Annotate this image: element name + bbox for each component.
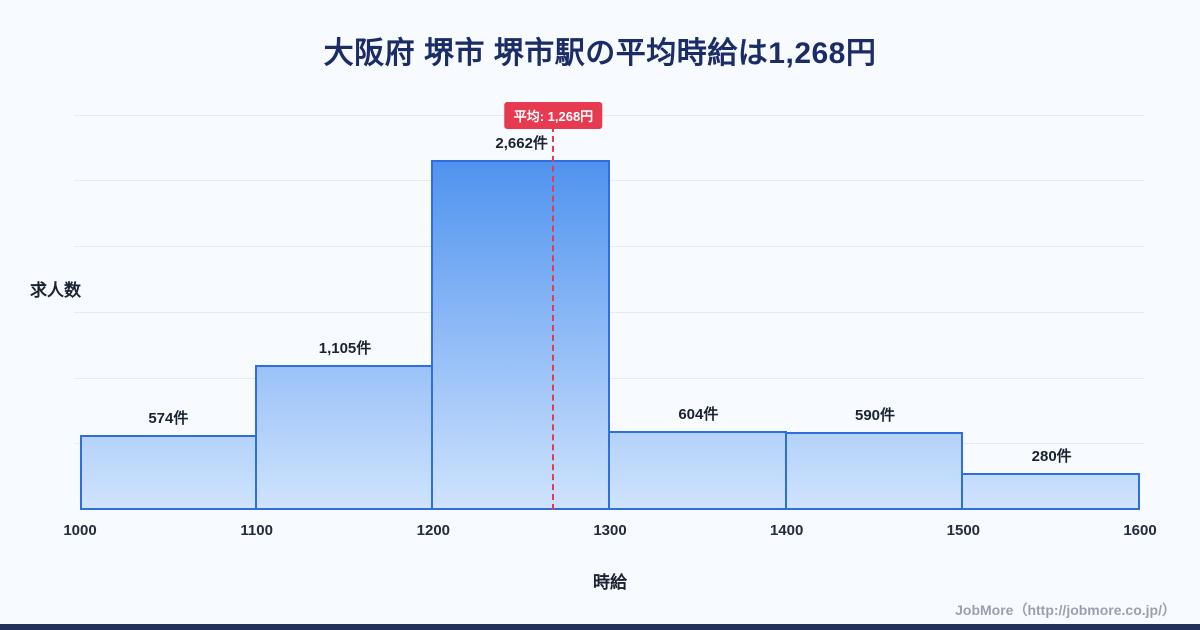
x-tick-label: 1600 <box>1123 522 1157 539</box>
bar-value-label: 574件 <box>148 410 189 427</box>
bar-value-label: 1,105件 <box>318 340 372 357</box>
histogram-bar <box>80 435 257 510</box>
x-axis-label: 時給 <box>593 573 627 592</box>
x-tick-label: 1000 <box>63 522 97 539</box>
bar-value-label: 604件 <box>678 406 719 423</box>
bottom-accent-bar <box>0 624 1200 630</box>
histogram-bar <box>431 160 610 510</box>
x-tick-label: 1500 <box>946 522 981 539</box>
bar-value-label: 2,662件 <box>495 135 548 152</box>
histogram-bar <box>254 365 434 510</box>
y-axis-label: 求人数 <box>30 281 81 300</box>
average-badge: 平均: 1,268円 <box>504 102 603 129</box>
plot-area: 574件 1,105件 2,662件 604件 590件 280件 平均: 1,268円 <box>74 100 1144 510</box>
gridline <box>74 115 1144 116</box>
bar-value-label: 280件 <box>1031 448 1072 465</box>
histogram-bar <box>961 473 1140 510</box>
average-line <box>552 126 555 510</box>
x-tick-label: 1200 <box>416 522 451 539</box>
histogram-bar <box>784 432 964 510</box>
bar-value-label: 590件 <box>854 407 896 424</box>
x-tick-label: 1300 <box>593 522 627 539</box>
chart-title: 大阪府 堺市 堺市駅の平均時給は1,268円 <box>323 37 877 70</box>
x-tick-label: 1400 <box>769 522 804 539</box>
x-tick-label: 1100 <box>240 522 273 539</box>
credit-text: JobMore（http://jobmore.co.jp/） <box>955 602 1176 618</box>
histogram-bar <box>608 431 787 510</box>
x-axis-ticks: 1000 1100 1200 1300 1400 1500 1600 <box>63 522 1156 544</box>
